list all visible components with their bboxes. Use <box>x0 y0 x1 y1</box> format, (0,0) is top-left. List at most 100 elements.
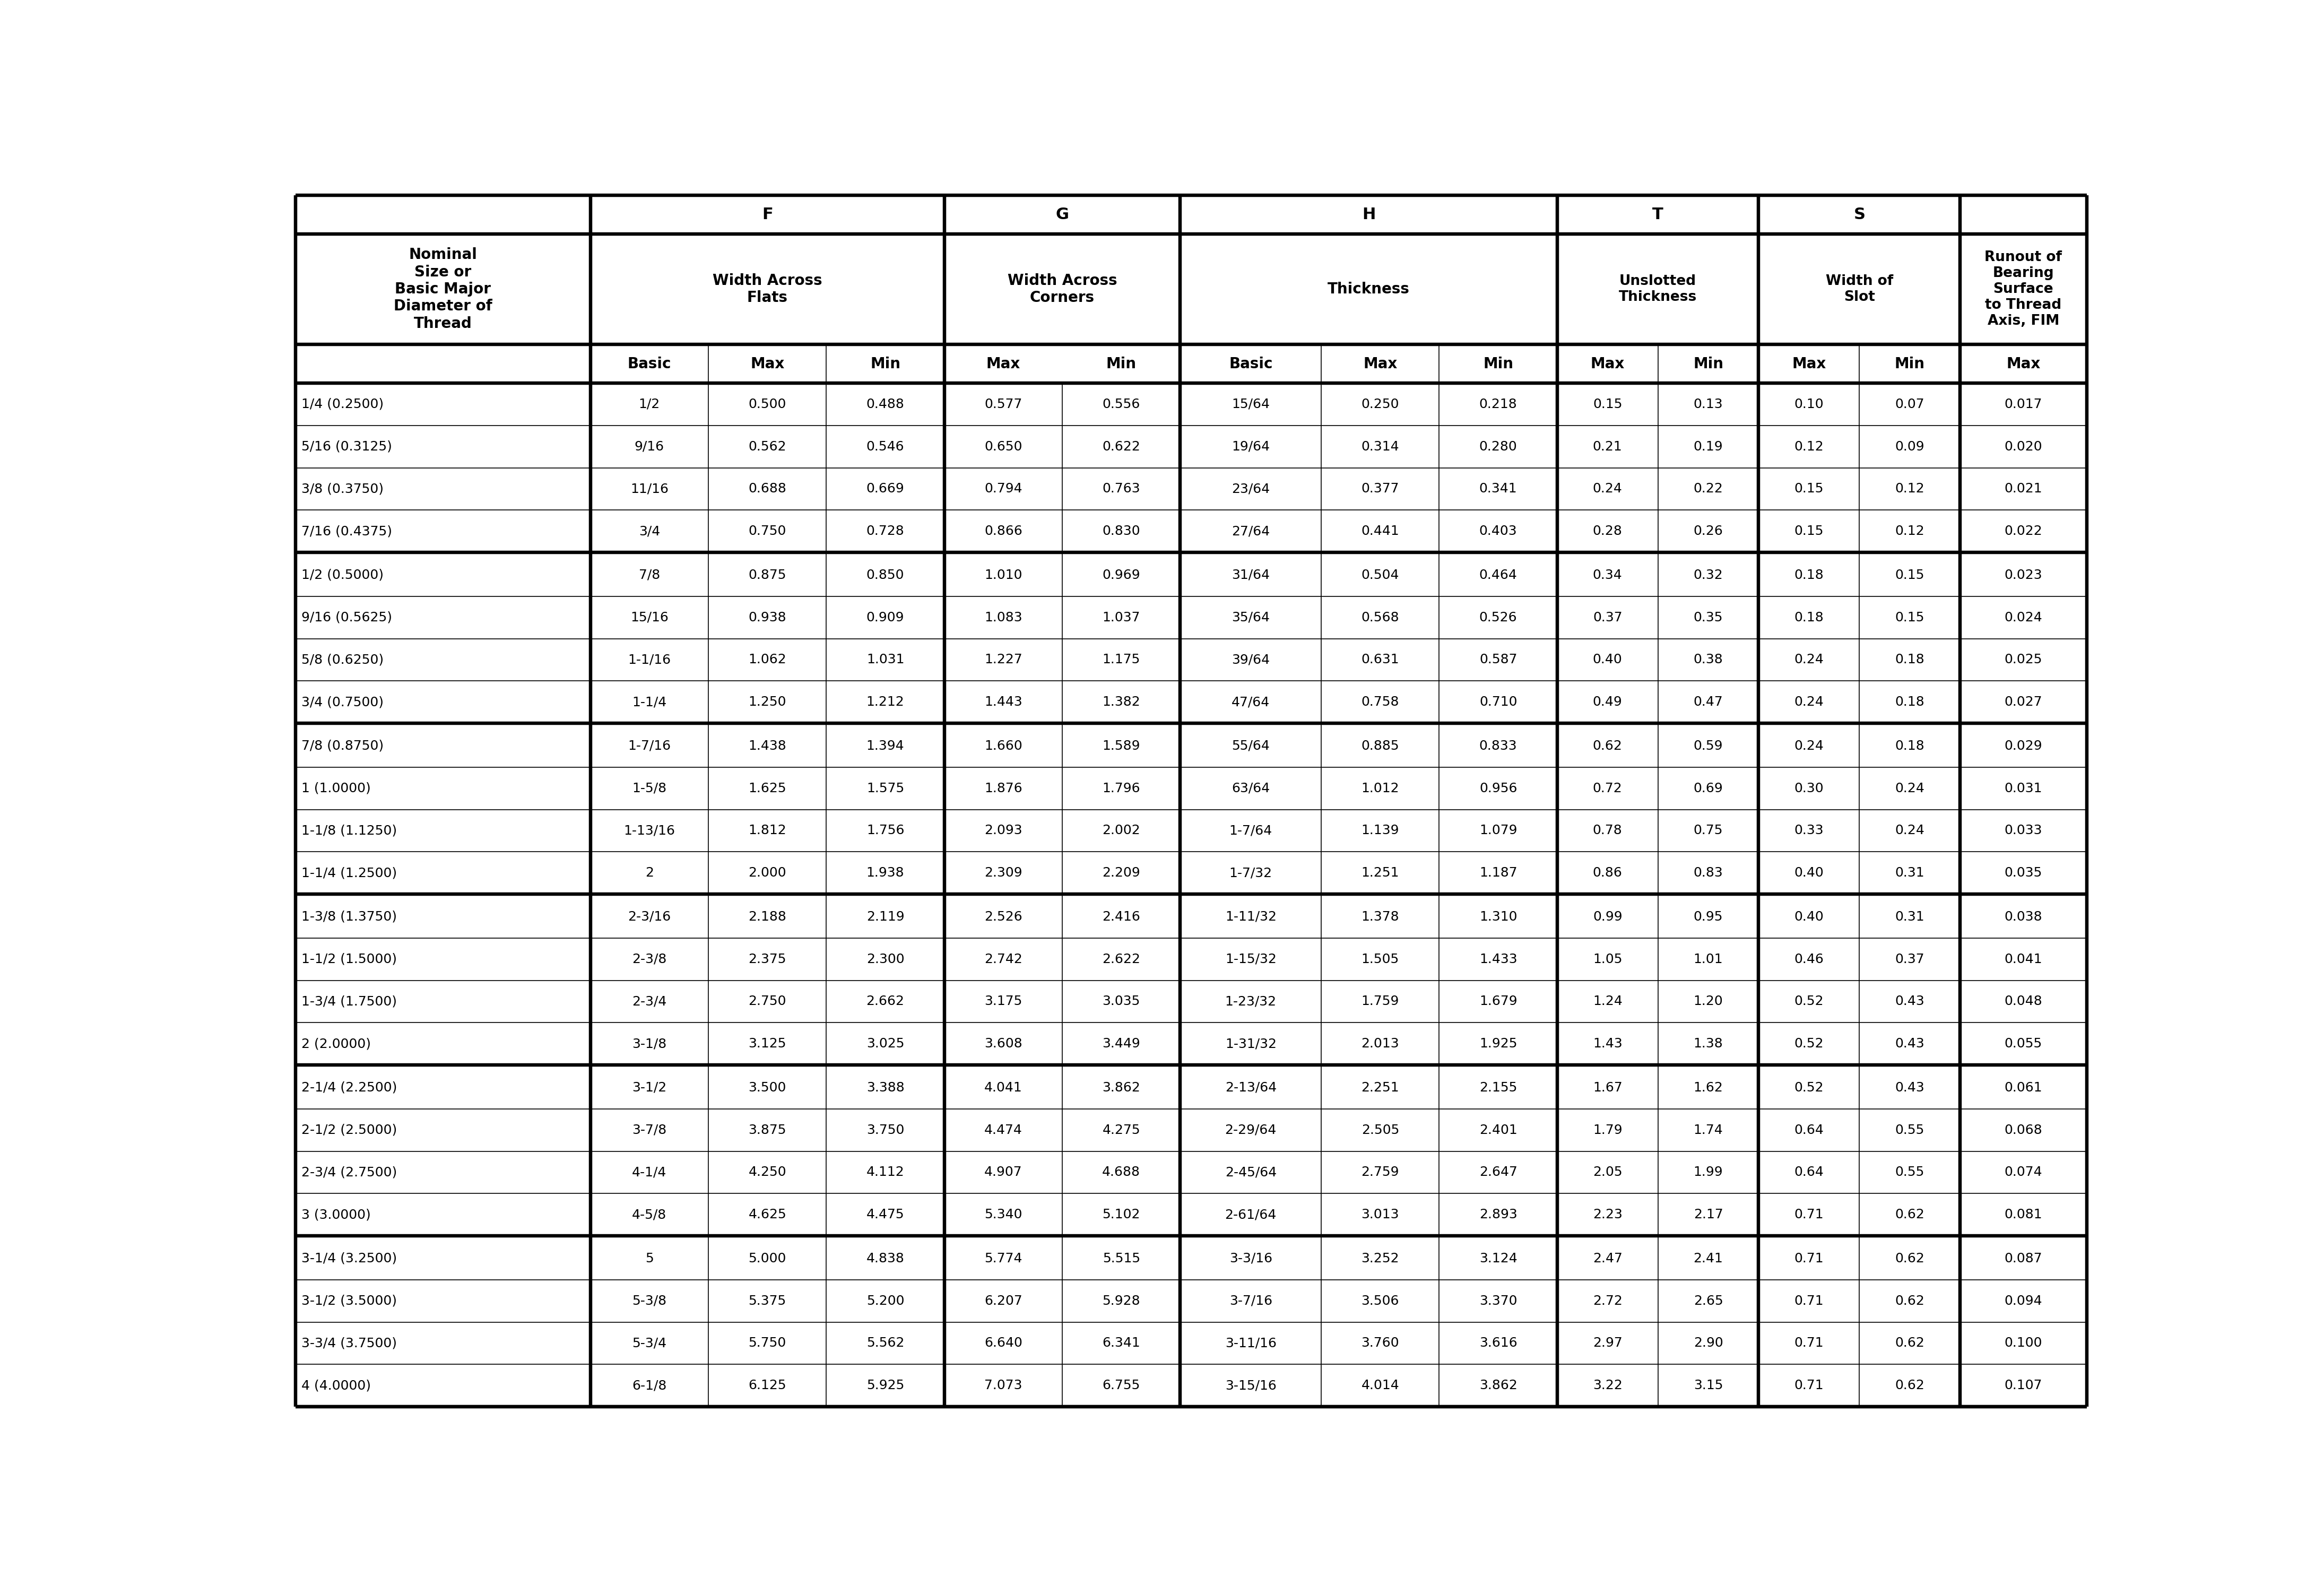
Text: 0.017: 0.017 <box>2003 398 2043 411</box>
Text: 5.200: 5.200 <box>867 1294 904 1307</box>
Text: 3/4: 3/4 <box>639 525 660 538</box>
Text: 0.546: 0.546 <box>867 441 904 454</box>
Text: 0.09: 0.09 <box>1894 441 1924 454</box>
Text: 0.31: 0.31 <box>1894 910 1924 923</box>
Text: 0.833: 0.833 <box>1478 739 1518 752</box>
Text: 7/16 (0.4375): 7/16 (0.4375) <box>302 525 393 538</box>
Text: 0.33: 0.33 <box>1794 825 1824 837</box>
Text: 1/2: 1/2 <box>639 398 660 411</box>
Text: 0.55: 0.55 <box>1894 1123 1924 1137</box>
Text: 0.218: 0.218 <box>1478 398 1518 411</box>
Text: 2-3/16: 2-3/16 <box>627 910 672 923</box>
Text: 4.014: 4.014 <box>1362 1380 1399 1393</box>
Text: 6.207: 6.207 <box>985 1294 1023 1307</box>
Text: 2.65: 2.65 <box>1694 1294 1722 1307</box>
Text: 0.18: 0.18 <box>1794 569 1824 582</box>
Text: 1.378: 1.378 <box>1362 910 1399 923</box>
Text: 1.812: 1.812 <box>748 825 786 837</box>
Text: 6-1/8: 6-1/8 <box>632 1380 667 1393</box>
Text: 2-61/64: 2-61/64 <box>1225 1209 1276 1221</box>
Text: 4.838: 4.838 <box>867 1253 904 1266</box>
Text: 0.30: 0.30 <box>1794 782 1824 795</box>
Text: 0.15: 0.15 <box>1592 398 1622 411</box>
Text: 5.375: 5.375 <box>748 1294 786 1307</box>
Text: 0.631: 0.631 <box>1362 653 1399 666</box>
Text: 1-1/2 (1.5000): 1-1/2 (1.5000) <box>302 953 397 966</box>
Text: 5/8 (0.6250): 5/8 (0.6250) <box>302 653 383 666</box>
Text: 0.622: 0.622 <box>1102 441 1141 454</box>
Text: 1.625: 1.625 <box>748 782 786 795</box>
Text: 0.52: 0.52 <box>1794 1082 1824 1094</box>
Text: 0.21: 0.21 <box>1592 441 1622 454</box>
Text: 1-11/32: 1-11/32 <box>1225 910 1276 923</box>
Text: 0.19: 0.19 <box>1694 441 1722 454</box>
Text: 0.526: 0.526 <box>1478 611 1518 623</box>
Text: 0.78: 0.78 <box>1592 825 1622 837</box>
Text: 2.013: 2.013 <box>1362 1037 1399 1050</box>
Text: 1-3/8 (1.3750): 1-3/8 (1.3750) <box>302 910 397 923</box>
Text: 1.083: 1.083 <box>985 611 1023 623</box>
Text: 0.027: 0.027 <box>2003 696 2043 709</box>
Text: 0.728: 0.728 <box>867 525 904 538</box>
Text: F: F <box>762 206 774 222</box>
Text: 0.35: 0.35 <box>1694 611 1722 623</box>
Text: 0.69: 0.69 <box>1694 782 1722 795</box>
Text: 1.679: 1.679 <box>1478 994 1518 1007</box>
Text: Max: Max <box>1364 357 1397 371</box>
Text: 0.280: 0.280 <box>1478 441 1518 454</box>
Text: 2.90: 2.90 <box>1694 1337 1722 1350</box>
Text: 0.956: 0.956 <box>1480 782 1518 795</box>
Text: 5.750: 5.750 <box>748 1337 786 1350</box>
Text: Min: Min <box>1894 357 1924 371</box>
Text: 0.99: 0.99 <box>1592 910 1622 923</box>
Text: 0.28: 0.28 <box>1592 525 1622 538</box>
Text: Max: Max <box>751 357 786 371</box>
Text: 0.763: 0.763 <box>1102 482 1141 495</box>
Text: 2.662: 2.662 <box>867 994 904 1007</box>
Text: 1.433: 1.433 <box>1478 953 1518 966</box>
Text: 0.250: 0.250 <box>1362 398 1399 411</box>
Text: 0.794: 0.794 <box>985 482 1023 495</box>
Text: 0.18: 0.18 <box>1794 611 1824 623</box>
Text: 1.67: 1.67 <box>1592 1082 1622 1094</box>
Text: 2.188: 2.188 <box>748 910 786 923</box>
Text: 0.22: 0.22 <box>1694 482 1722 495</box>
Text: 3-1/4 (3.2500): 3-1/4 (3.2500) <box>302 1253 397 1266</box>
Text: 1-1/4 (1.2500): 1-1/4 (1.2500) <box>302 866 397 879</box>
Text: 2.17: 2.17 <box>1694 1209 1722 1221</box>
Text: 15/64: 15/64 <box>1232 398 1269 411</box>
Text: 0.577: 0.577 <box>985 398 1023 411</box>
Text: 0.64: 0.64 <box>1794 1123 1824 1137</box>
Text: 3.500: 3.500 <box>748 1082 786 1094</box>
Text: 2.119: 2.119 <box>867 910 904 923</box>
Text: 23/64: 23/64 <box>1232 482 1269 495</box>
Text: 0.52: 0.52 <box>1794 1037 1824 1050</box>
Text: 2.209: 2.209 <box>1102 866 1141 879</box>
Text: 0.37: 0.37 <box>1592 611 1622 623</box>
Text: 2.05: 2.05 <box>1592 1166 1622 1178</box>
Text: 4.250: 4.250 <box>748 1166 786 1178</box>
Text: 2.309: 2.309 <box>985 866 1023 879</box>
Text: 0.15: 0.15 <box>1794 482 1824 495</box>
Text: 1.251: 1.251 <box>1362 866 1399 879</box>
Text: Width of
Slot: Width of Slot <box>1827 274 1894 305</box>
Text: 0.12: 0.12 <box>1794 441 1824 454</box>
Text: Min: Min <box>1483 357 1513 371</box>
Text: Max: Max <box>2006 357 2040 371</box>
Text: 1-15/32: 1-15/32 <box>1225 953 1276 966</box>
Text: 0.62: 0.62 <box>1894 1337 1924 1350</box>
Text: 0.464: 0.464 <box>1478 569 1518 582</box>
Text: 1.759: 1.759 <box>1362 994 1399 1007</box>
Text: 0.18: 0.18 <box>1894 653 1924 666</box>
Text: 1.382: 1.382 <box>1102 696 1141 709</box>
Text: 0.650: 0.650 <box>985 441 1023 454</box>
Text: 1.876: 1.876 <box>985 782 1023 795</box>
Text: 2.647: 2.647 <box>1478 1166 1518 1178</box>
Text: 0.62: 0.62 <box>1894 1294 1924 1307</box>
Text: 1.938: 1.938 <box>867 866 904 879</box>
Text: 1.079: 1.079 <box>1480 825 1518 837</box>
Text: 0.12: 0.12 <box>1894 482 1924 495</box>
Text: 1.212: 1.212 <box>867 696 904 709</box>
Text: 0.830: 0.830 <box>1102 525 1141 538</box>
Text: 0.094: 0.094 <box>2003 1294 2043 1307</box>
